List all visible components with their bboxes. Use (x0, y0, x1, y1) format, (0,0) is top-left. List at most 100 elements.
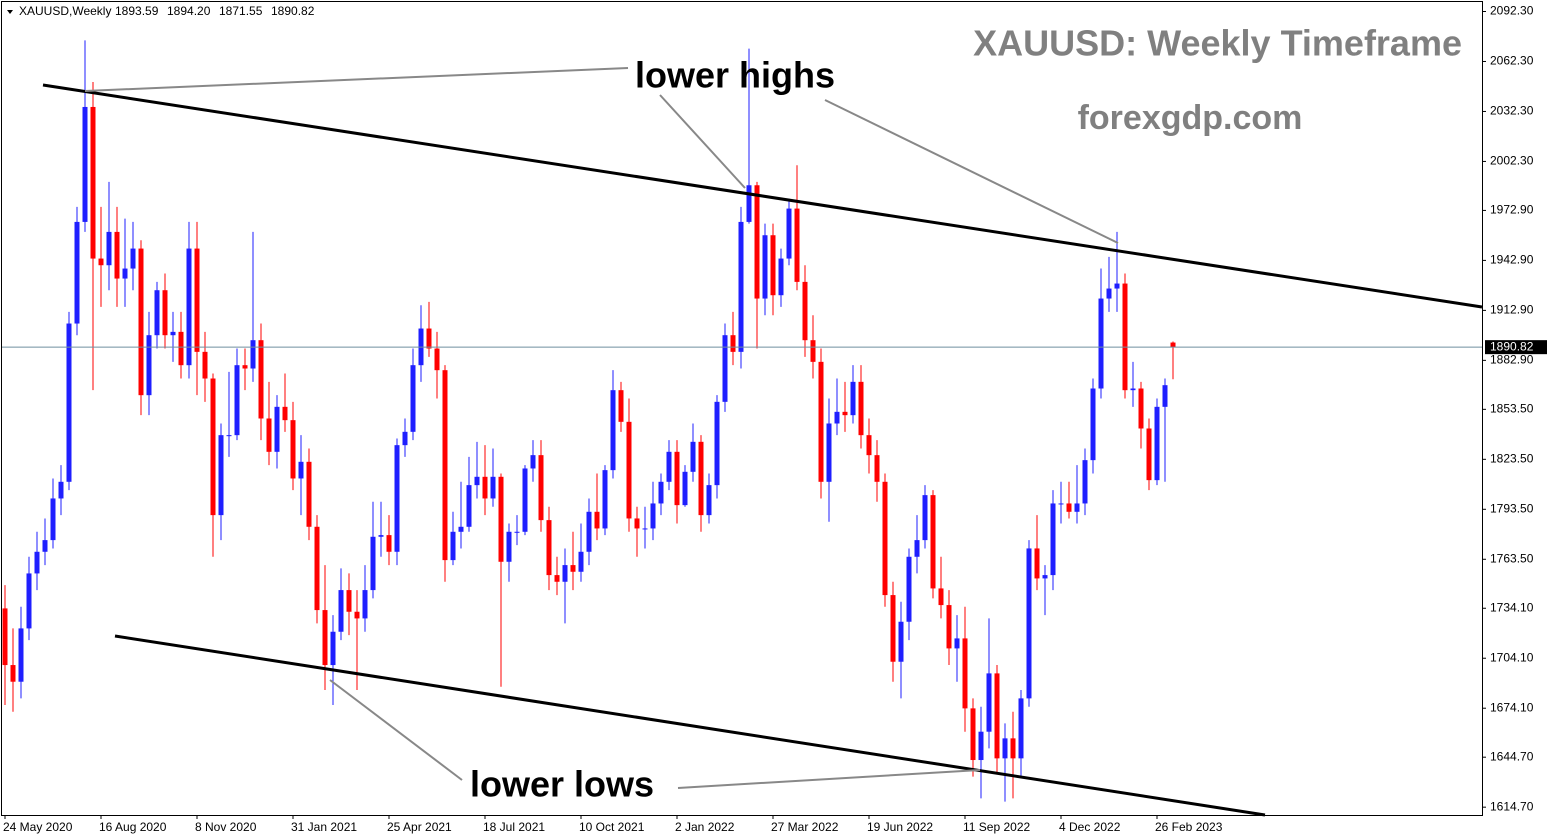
candle-body (402, 431, 408, 446)
candle-body (962, 638, 968, 709)
candle-body (914, 540, 920, 557)
candle-body (50, 498, 56, 541)
header-arrow (7, 10, 13, 14)
candle-body (762, 235, 768, 299)
candle-body (34, 551, 40, 574)
header-value: 1894.20 (167, 4, 211, 18)
candle-body (954, 638, 960, 649)
candle-body (314, 526, 320, 611)
y-tick-label: 1853.50 (1490, 402, 1534, 416)
y-tick-label: 1763.50 (1490, 551, 1534, 565)
candle-body (514, 531, 520, 533)
candle-body (458, 526, 464, 532)
candle-body (858, 381, 864, 436)
candle-body (1066, 503, 1072, 512)
candle-body (850, 381, 856, 416)
y-tick-label: 1674.10 (1490, 700, 1534, 714)
candle-body (578, 551, 584, 572)
x-tick-label: 4 Dec 2022 (1059, 820, 1121, 834)
candle-body (506, 531, 512, 562)
candle-body (978, 731, 984, 761)
candle-body (330, 631, 336, 666)
candle-body (362, 590, 368, 619)
candle-body (1146, 428, 1152, 481)
candle-body (642, 528, 648, 530)
candle-body (290, 420, 296, 479)
x-tick-label: 11 Sep 2022 (963, 820, 1030, 834)
y-tick-label: 1614.70 (1490, 799, 1534, 813)
candle-body (826, 423, 832, 482)
header-symbol: XAUUSD,Weekly (19, 4, 111, 18)
candle-body (1114, 283, 1120, 289)
lower-trendline (114, 634, 1266, 817)
candle-body (58, 481, 64, 499)
y-tick-label: 1823.50 (1490, 451, 1534, 465)
candle-body (1074, 503, 1080, 512)
candle-body (562, 565, 568, 582)
candle-body (186, 248, 192, 366)
candle-body (1170, 342, 1176, 348)
candle-body (866, 435, 872, 456)
y-tick-label: 2062.30 (1490, 54, 1534, 68)
candle-body (538, 455, 544, 521)
candle-body (178, 331, 184, 366)
pointer (677, 769, 981, 789)
candle-body (674, 451, 680, 506)
plot (2, 40, 1176, 802)
candle-body (530, 455, 536, 469)
candle-body (498, 476, 504, 562)
header-value: 1871.55 (219, 4, 263, 18)
header-value: 1893.59 (115, 4, 159, 18)
candle-body (666, 451, 672, 482)
candle-body (714, 401, 720, 486)
candle-body (2, 608, 8, 666)
candle-body (410, 365, 416, 432)
x-tick-label: 19 Jun 2022 (867, 820, 933, 834)
candle-body (1122, 283, 1128, 391)
candle-body (650, 503, 656, 529)
last-price-label: 1890.82 (1490, 339, 1534, 353)
candle-body (210, 378, 216, 516)
candle-body (1082, 460, 1088, 504)
x-tick-label: 25 Apr 2021 (387, 820, 452, 834)
candle-body (114, 231, 120, 279)
annotation: lower highs (635, 55, 835, 96)
candle-body (322, 610, 328, 666)
candle-body (346, 590, 352, 612)
candle-body (98, 258, 104, 266)
candle-body (426, 328, 432, 349)
x-tick-label: 27 Mar 2022 (771, 820, 839, 834)
candle-body (554, 575, 560, 582)
pointer (659, 94, 746, 189)
chart-title: XAUUSD: Weekly Timeframe (973, 23, 1462, 64)
candle-body (794, 208, 800, 282)
candle-body (1034, 548, 1040, 579)
candle-body (162, 290, 168, 336)
pointer (84, 67, 629, 92)
annotation: lower lows (470, 764, 654, 805)
candle-body (18, 628, 24, 682)
subtitle: forexgdp.com (1078, 99, 1303, 137)
candle-body (1050, 503, 1056, 576)
candle-body (810, 340, 816, 362)
candle-body (26, 573, 32, 629)
x-tick-label: 10 Oct 2021 (579, 820, 645, 834)
candle-body (90, 106, 96, 259)
candle-body (1002, 738, 1008, 759)
candle-body (786, 208, 792, 259)
candle-body (602, 470, 608, 529)
candle-body (250, 340, 256, 369)
candle-body (626, 421, 632, 519)
y-tick-label: 1734.10 (1490, 600, 1534, 614)
candle-body (610, 390, 616, 471)
candle-body (298, 461, 304, 479)
candle-body (338, 590, 344, 632)
candle-body (986, 673, 992, 732)
y-tick-label: 2002.30 (1490, 154, 1534, 168)
candle-body (474, 476, 480, 486)
candle-body (1018, 698, 1024, 759)
candle-body (1026, 548, 1032, 699)
candle-body (1162, 385, 1168, 407)
